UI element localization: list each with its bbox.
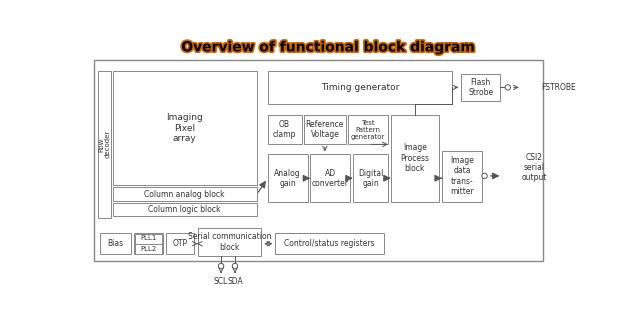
Bar bbox=[461, 74, 500, 101]
Bar bbox=[98, 71, 111, 217]
Bar bbox=[134, 233, 163, 254]
Text: PLL1: PLL1 bbox=[140, 235, 156, 241]
Bar bbox=[353, 154, 388, 202]
Bar bbox=[304, 115, 346, 145]
Bar bbox=[442, 151, 482, 202]
Circle shape bbox=[218, 263, 224, 269]
Text: AD
converter: AD converter bbox=[312, 168, 349, 188]
Bar bbox=[275, 233, 384, 254]
Bar bbox=[391, 115, 439, 202]
Text: Analog
gain: Analog gain bbox=[275, 168, 301, 188]
Text: OB
clamp: OB clamp bbox=[273, 120, 296, 139]
Text: SDA: SDA bbox=[227, 277, 243, 286]
Bar bbox=[198, 228, 261, 256]
Bar bbox=[113, 71, 257, 185]
Bar bbox=[94, 61, 543, 260]
Bar bbox=[268, 154, 308, 202]
Bar bbox=[268, 71, 452, 104]
Bar bbox=[113, 203, 257, 216]
Text: OTP: OTP bbox=[172, 239, 188, 248]
Bar bbox=[113, 188, 257, 201]
Bar bbox=[135, 234, 162, 244]
Text: Column analog block: Column analog block bbox=[145, 190, 225, 199]
Bar bbox=[100, 233, 131, 254]
Bar bbox=[310, 154, 351, 202]
Text: SCL: SCL bbox=[214, 277, 228, 286]
Bar bbox=[268, 115, 301, 145]
Text: Image
data
trans-
mitter: Image data trans- mitter bbox=[450, 156, 474, 196]
Text: Bias: Bias bbox=[108, 239, 124, 248]
Text: Digital
gain: Digital gain bbox=[358, 168, 383, 188]
Text: Row
decoder: Row decoder bbox=[98, 130, 111, 158]
Text: Imaging
Pixel
array: Imaging Pixel array bbox=[166, 113, 203, 143]
Circle shape bbox=[482, 173, 487, 179]
Circle shape bbox=[232, 263, 237, 269]
Text: Overview of functional block diagram: Overview of functional block diagram bbox=[181, 40, 475, 54]
Text: PLL2: PLL2 bbox=[140, 246, 156, 252]
Text: Flash
Strobe: Flash Strobe bbox=[468, 78, 493, 97]
Bar bbox=[348, 115, 388, 145]
Text: Timing generator: Timing generator bbox=[321, 83, 399, 92]
Text: Column logic block: Column logic block bbox=[148, 204, 221, 214]
Circle shape bbox=[505, 85, 511, 90]
Text: Image
Process
block: Image Process block bbox=[400, 143, 429, 173]
Text: Control/status registers: Control/status registers bbox=[284, 239, 375, 248]
Bar bbox=[135, 245, 162, 254]
Text: Serial communication
block: Serial communication block bbox=[188, 232, 271, 252]
Text: FSTROBE: FSTROBE bbox=[541, 83, 576, 92]
Text: Reference
Voltage: Reference Voltage bbox=[306, 120, 344, 139]
Text: CSI2
serial
output: CSI2 serial output bbox=[522, 153, 547, 182]
Bar bbox=[166, 233, 194, 254]
Text: Test
Pattern
generator: Test Pattern generator bbox=[351, 120, 385, 140]
